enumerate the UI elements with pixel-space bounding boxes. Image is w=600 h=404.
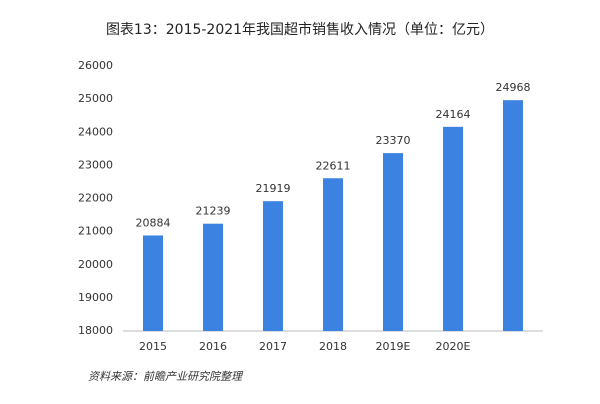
x-tick-label: 2015 [139,340,167,353]
y-tick-label: 24000 [78,125,113,138]
x-tick-label: 2020E [436,340,471,353]
y-tick-label: 25000 [78,92,113,105]
chart-title: 图表13：2015-2021年我国超市销售收入情况（单位：亿元） [106,21,494,38]
bar [503,100,523,331]
y-tick-label: 20000 [78,258,113,271]
x-tick-label: 2018 [319,340,347,353]
bar [143,235,163,331]
data-label: 22611 [316,159,351,172]
data-label: 21919 [256,182,291,195]
bar [443,126,463,331]
y-tick-label: 19000 [78,291,113,304]
data-label: 24164 [436,108,471,121]
data-label: 20884 [136,216,171,229]
x-tick-label: 2019E [376,340,411,353]
x-tick-label: 2017 [259,340,287,353]
bar [203,223,223,331]
y-tick-label: 18000 [78,324,113,337]
bar [263,201,283,331]
y-tick-label: 26000 [78,59,113,72]
data-label: 23370 [376,134,411,147]
bar [383,153,403,331]
source-note: 资料来源：前瞻产业研究院整理 [88,370,244,383]
y-tick-label: 22000 [78,192,113,205]
data-label: 24968 [496,81,531,94]
x-tick-label: 2016 [199,340,227,353]
bar [323,178,343,331]
y-tick-label: 21000 [78,225,113,238]
y-tick-label: 23000 [78,158,113,171]
data-label: 21239 [196,205,231,218]
